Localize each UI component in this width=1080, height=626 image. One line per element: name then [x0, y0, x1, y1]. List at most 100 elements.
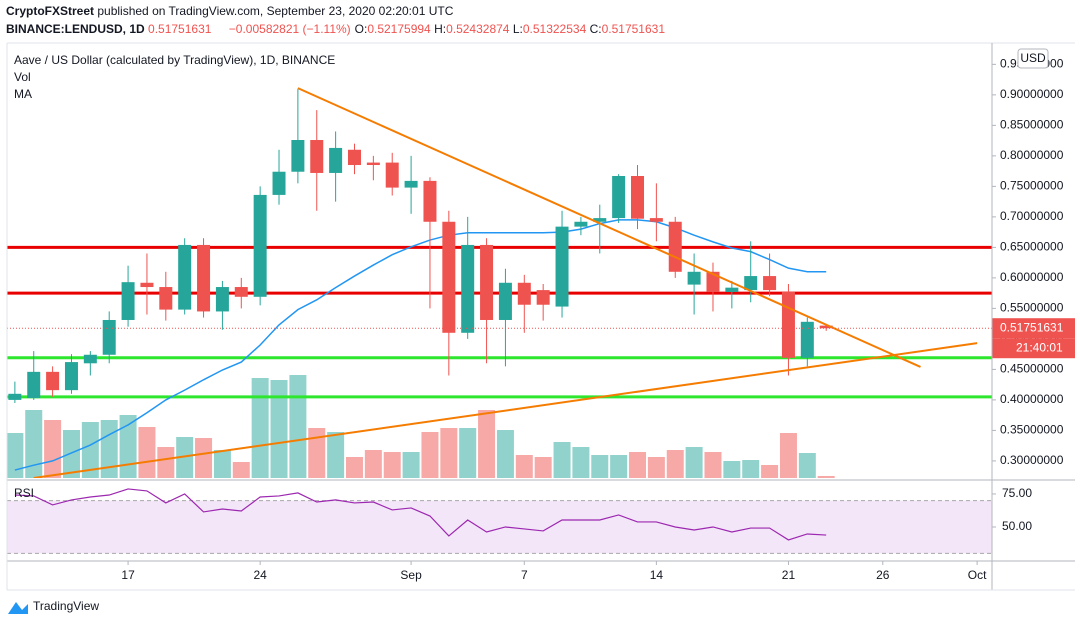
volume-bar — [647, 457, 665, 478]
ma-line — [14, 219, 827, 471]
volume-bar — [591, 455, 609, 478]
chart: 0.30000000 0.35000000 0.40000000 0.45000000… — [7, 57, 1075, 582]
candle-body — [404, 180, 418, 188]
candle-body — [725, 287, 739, 292]
candle-body — [668, 221, 682, 272]
x-tick-label: 17 — [121, 568, 135, 582]
chart-title: Aave / US Dollar (calculated by TradingV… — [14, 53, 335, 67]
candle-body — [423, 180, 437, 222]
volume-bar — [478, 410, 496, 478]
rsi-tick-label: 50.00 — [1002, 519, 1032, 533]
header-line: CryptoFXStreet published on TradingView.… — [6, 4, 454, 18]
candle-body — [178, 244, 192, 310]
y-tick-label: 0.80000000 — [1000, 148, 1064, 162]
volume-bar — [421, 432, 439, 478]
volume-bar — [723, 461, 741, 478]
y-tick-label: 0.75000000 — [1000, 179, 1064, 193]
candle-body — [687, 271, 701, 285]
volume-bar — [383, 452, 401, 478]
volume-bar — [761, 465, 779, 478]
candle-body — [498, 282, 512, 320]
candle-body — [83, 354, 97, 364]
y-tick-label: 0.35000000 — [1000, 423, 1064, 437]
candle-body — [744, 276, 758, 291]
candle-body — [706, 271, 720, 292]
y-tick-label: 0.60000000 — [1000, 270, 1064, 284]
c-value: 0.51751631 — [602, 22, 666, 36]
rsi-legend: RSI — [14, 486, 34, 500]
price-pane — [7, 87, 992, 478]
volume-bar — [798, 453, 816, 478]
l-value: 0.51322534 — [523, 22, 587, 36]
x-tick-label: 21 — [782, 568, 796, 582]
last-price-label: 0.51751631 — [1000, 320, 1064, 334]
x-tick-label: Sep — [400, 568, 422, 582]
candle-body — [555, 226, 569, 307]
y-tick-label: 0.30000000 — [1000, 453, 1064, 467]
candle-body — [140, 282, 154, 288]
candle-body — [593, 218, 607, 222]
brand: TradingView — [33, 599, 99, 613]
currency-badge[interactable] — [1017, 48, 1049, 69]
candle-body — [631, 176, 645, 219]
o-label: O: — [355, 22, 368, 36]
publisher: CryptoFXStreet — [6, 4, 94, 18]
volume-bar — [817, 476, 835, 478]
x-tick-label: 14 — [650, 568, 664, 582]
volume-bar — [553, 442, 571, 478]
candle-body — [781, 291, 795, 358]
c-label: C: — [590, 22, 602, 36]
candle-body — [310, 140, 324, 173]
candle-body — [800, 321, 814, 358]
candle-body — [215, 287, 229, 312]
volume-bar — [440, 428, 458, 478]
y-tick-label: 0.70000000 — [1000, 209, 1064, 223]
candle-body — [461, 244, 475, 333]
published: published on TradingView.com, September … — [97, 4, 453, 18]
volume-bar — [251, 378, 269, 478]
candle-body — [272, 171, 286, 195]
countdown: 21:40:01 — [1016, 340, 1063, 354]
volume-bar — [534, 457, 552, 478]
rsi-pane — [7, 488, 992, 554]
volume-bar — [44, 420, 62, 478]
volume-bar — [81, 422, 99, 478]
volume-bar — [270, 380, 288, 478]
rsi-line — [14, 488, 827, 541]
candle-body — [8, 393, 22, 400]
rsi-tick-label: 75.00 — [1002, 486, 1032, 500]
trend-line — [297, 87, 921, 368]
candle-body — [536, 290, 550, 305]
candle-body — [763, 276, 777, 291]
volume-bar — [157, 447, 175, 478]
volume-bar — [779, 433, 797, 478]
x-tick-label: 24 — [253, 568, 267, 582]
symbol-line: BINANCE:LENDUSD, 1D 0.51751631 −0.005828… — [6, 22, 665, 36]
candle-body — [102, 319, 116, 355]
last: 0.51751631 — [148, 22, 212, 36]
candle-body — [574, 221, 588, 227]
candle-body — [612, 176, 626, 219]
candle-body — [347, 149, 361, 166]
volume-bar — [629, 452, 647, 478]
volume-bar — [327, 432, 345, 478]
logo — [8, 602, 28, 614]
volume-bar — [742, 460, 760, 478]
volume-bar — [685, 447, 703, 478]
volume-bar — [402, 452, 420, 478]
volume-bar — [308, 428, 326, 478]
candle-body — [649, 218, 663, 222]
candle-body — [46, 371, 60, 391]
candle-body — [159, 287, 173, 310]
y-tick-label: 0.65000000 — [1000, 240, 1064, 254]
candle-body — [27, 371, 41, 399]
x-tick-label: 26 — [876, 568, 890, 582]
volume-bar — [25, 410, 43, 478]
rsi-band — [7, 500, 992, 554]
candle-body — [329, 147, 343, 173]
change: −0.00582821 (−1.11%) — [229, 22, 351, 36]
volume-bar — [666, 450, 684, 478]
volume-bar — [138, 427, 156, 478]
h-value: 0.52432874 — [446, 22, 510, 36]
